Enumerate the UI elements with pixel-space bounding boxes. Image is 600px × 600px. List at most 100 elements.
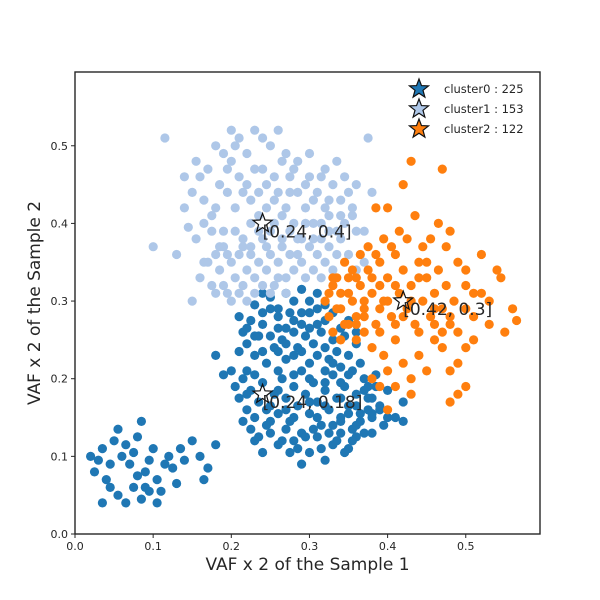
scatter-point [215, 265, 225, 275]
plot-area: [0.24, 0.18] [0.24, 0.4] [0.42, 0.3] [86, 125, 522, 508]
scatter-point [250, 300, 260, 310]
scatter-point [222, 288, 232, 298]
scatter-point [316, 172, 326, 182]
y-tick-label: 0.4 [51, 217, 69, 230]
scatter-point [359, 385, 369, 395]
scatter-point [179, 203, 189, 213]
scatter-point [183, 222, 193, 232]
scatter-point [367, 273, 377, 283]
scatter-point [234, 312, 244, 322]
scatter-point [383, 296, 393, 306]
scatter-point [211, 203, 221, 213]
scatter-point [410, 319, 420, 329]
scatter-point [238, 374, 248, 384]
scatter-point [390, 412, 400, 423]
scatter-point [140, 482, 150, 492]
scatter-point [289, 327, 299, 337]
scatter-point [258, 288, 268, 298]
scatter-point [242, 180, 252, 190]
scatter-point [351, 180, 361, 190]
scatter-point [418, 242, 428, 252]
scatter-point [304, 374, 315, 384]
scatter-point [453, 257, 463, 267]
scatter-point [234, 172, 244, 182]
scatter-point [437, 343, 447, 353]
x-tick-label: 0.3 [301, 540, 319, 553]
scatter-point [308, 265, 318, 275]
scatter-point [359, 327, 369, 337]
scatter-point [316, 273, 326, 283]
scatter-point [351, 389, 361, 399]
scatter-point [300, 180, 311, 190]
scatter-point [371, 319, 381, 329]
scatter-point [226, 156, 236, 166]
scatter-point [406, 280, 416, 291]
scatter-point [277, 374, 287, 384]
scatter-point [328, 327, 338, 337]
scatter-point [359, 257, 369, 267]
scatter-point [429, 319, 440, 329]
axes-frame [74, 71, 541, 535]
scatter-point [441, 242, 451, 252]
scatter-point [148, 444, 158, 454]
scatter-point [359, 374, 369, 384]
scatter-point [246, 242, 256, 252]
scatter-point [265, 249, 275, 260]
scatter-point [172, 478, 182, 489]
scatter-point [336, 335, 346, 345]
scatter-point [390, 381, 400, 392]
scatter-point [293, 401, 303, 411]
scatter-point [297, 257, 307, 267]
scatter-point [250, 164, 260, 174]
scatter-point [308, 424, 318, 434]
scatter-point [289, 412, 299, 423]
scatter-point [437, 164, 447, 174]
scatter-point [136, 494, 146, 504]
scatter-point [285, 308, 295, 318]
scatter-point [312, 288, 322, 298]
scatter-point [398, 397, 408, 407]
scatter-point [347, 211, 357, 221]
scatter-point [140, 467, 150, 477]
scatter-point [312, 319, 322, 329]
scatter-point [343, 319, 354, 329]
scatter-point [406, 374, 416, 384]
scatter-point [234, 288, 244, 298]
scatter-point [343, 249, 354, 260]
scatter-point [250, 412, 260, 423]
scatter-point [195, 172, 205, 182]
scatter-point [355, 416, 365, 426]
scatter-point [160, 459, 170, 469]
scatter-point [281, 273, 291, 283]
scatter-point [258, 319, 268, 329]
scatter-point [203, 463, 213, 473]
scatter-point [347, 436, 357, 446]
scatter-point [148, 242, 158, 252]
scatter-point [496, 273, 506, 283]
scatter-point [461, 280, 471, 291]
scatter-point [316, 218, 326, 228]
scatter-point [265, 416, 275, 426]
scatter-point [258, 133, 268, 143]
scatter-point [304, 397, 315, 407]
scatter-point [242, 265, 252, 275]
scatter-point [312, 350, 322, 360]
legend-label: cluster2 : 122 [444, 122, 524, 136]
scatter-point [297, 346, 307, 357]
scatter-point [281, 323, 291, 333]
scatter-point [97, 444, 107, 454]
scatter-point [293, 249, 303, 260]
scatter-point [187, 296, 197, 306]
scatter-point [277, 234, 287, 244]
scatter-point [328, 180, 338, 190]
scatter-point [336, 378, 346, 388]
scatter-point [281, 393, 291, 403]
scatter-point [355, 280, 365, 291]
scatter-point [300, 203, 311, 213]
scatter-point [230, 273, 240, 283]
scatter-point [234, 133, 244, 143]
scatter-point [359, 296, 369, 306]
scatter-point [343, 409, 354, 419]
scatter-point [199, 257, 209, 267]
scatter-point [273, 312, 283, 322]
